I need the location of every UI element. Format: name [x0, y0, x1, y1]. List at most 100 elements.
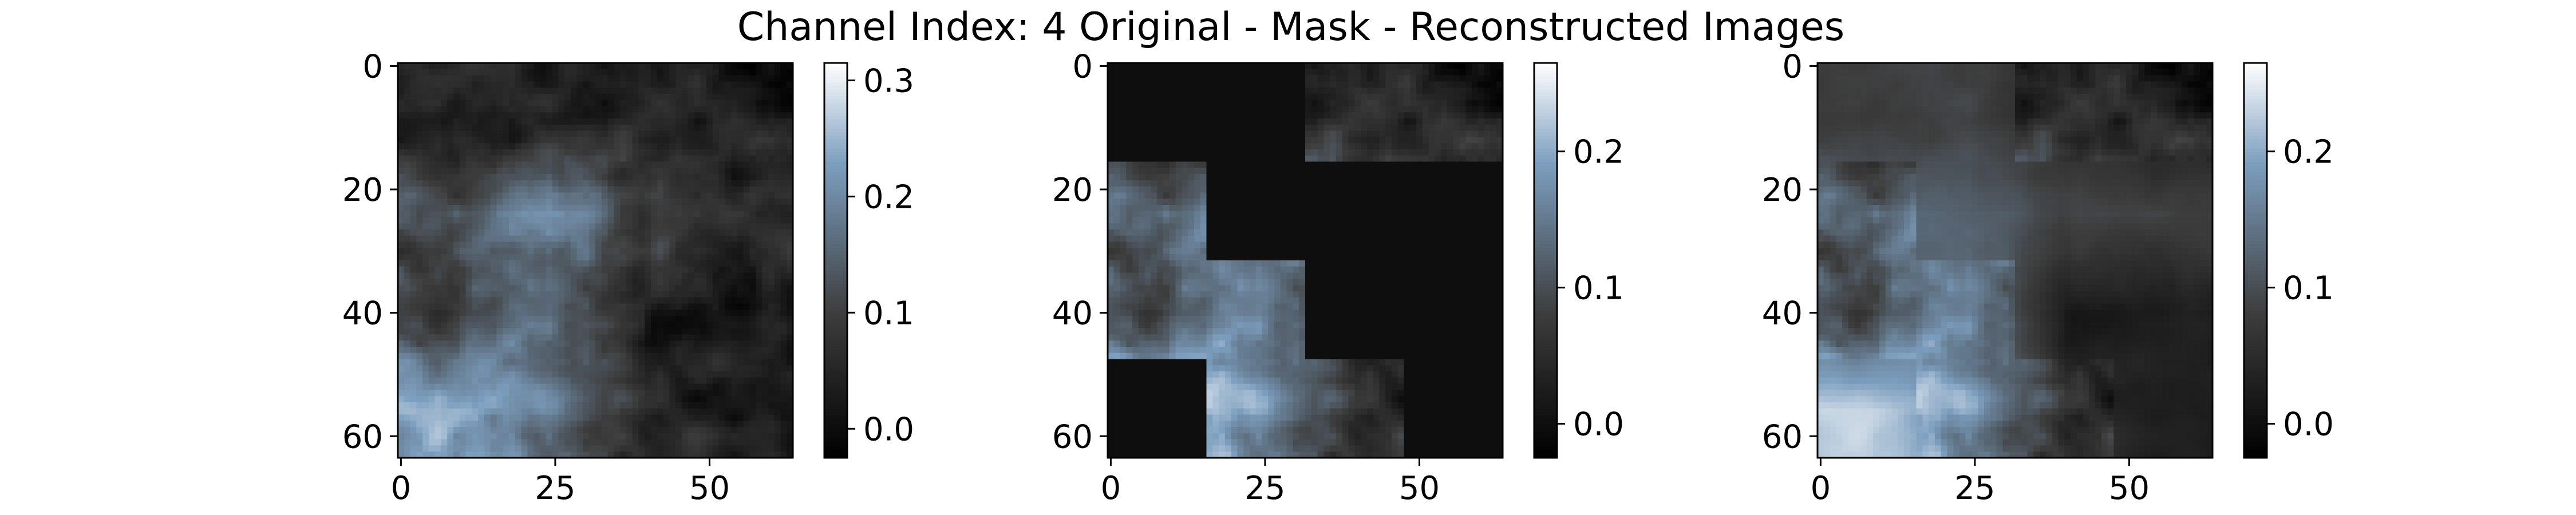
heatmap-cell [1397, 100, 1405, 107]
heatmap-cell [1268, 81, 1275, 88]
heatmap-cell [589, 266, 596, 274]
heatmap-cell [706, 106, 713, 113]
colorbar-segment [824, 434, 847, 439]
heatmap-cell [1243, 88, 1250, 94]
heatmap-cell [601, 322, 609, 329]
heatmap-cell [428, 168, 436, 175]
heatmap-cell [694, 421, 701, 427]
heatmap-cell [472, 390, 479, 397]
heatmap-cell [1132, 118, 1139, 125]
heatmap-cell [620, 451, 627, 458]
heatmap-cell [626, 69, 633, 76]
heatmap-cell [447, 211, 454, 218]
heatmap-cell [681, 322, 689, 329]
heatmap-cell [564, 346, 571, 354]
heatmap-cell [558, 421, 565, 427]
heatmap-cell [743, 408, 750, 415]
heatmap-cell [1354, 93, 1361, 101]
heatmap-cell [576, 192, 584, 199]
heatmap-cell [712, 421, 720, 427]
heatmap-cell [447, 149, 454, 156]
heatmap-cell [472, 371, 479, 378]
heatmap-cell [589, 254, 596, 261]
heatmap-cell [595, 352, 602, 360]
heatmap-cell [503, 334, 509, 341]
heatmap-cell [428, 340, 436, 347]
heatmap-cell [657, 204, 664, 212]
heatmap-cell [694, 75, 701, 82]
heatmap-cell [657, 297, 664, 304]
heatmap-cell [595, 211, 602, 218]
heatmap-cell [768, 81, 775, 88]
heatmap-cell [1138, 118, 1145, 125]
heatmap-cell [756, 180, 762, 187]
heatmap-cell [694, 328, 701, 335]
heatmap-cell [552, 155, 559, 163]
heatmap-cell [539, 204, 547, 212]
heatmap-cell [694, 235, 701, 243]
heatmap-cell [527, 414, 534, 421]
heatmap-cell [700, 149, 707, 156]
heatmap-cell [509, 235, 516, 243]
heatmap-cell [601, 316, 609, 323]
heatmap-cell [589, 180, 596, 187]
heatmap-cell [422, 328, 429, 335]
heatmap-cell [651, 223, 658, 230]
heatmap-cell [632, 371, 639, 378]
heatmap-cell [546, 106, 553, 113]
heatmap-cell [706, 130, 713, 137]
heatmap-cell [1219, 130, 1226, 137]
heatmap-cell [595, 377, 602, 385]
heatmap-cell [539, 223, 547, 230]
heatmap-cell [453, 254, 460, 261]
heatmap-cell [410, 124, 417, 132]
heatmap-cell [756, 279, 762, 286]
heatmap-cell [478, 217, 485, 224]
heatmap-cell [1144, 130, 1152, 137]
heatmap-cell [404, 93, 411, 101]
heatmap-cell [688, 433, 695, 440]
heatmap-cell [1496, 63, 1503, 70]
heatmap-cell [398, 223, 405, 230]
heatmap-cell [607, 291, 614, 298]
heatmap-cell [434, 69, 442, 76]
heatmap-cell [410, 93, 417, 101]
heatmap-cell [737, 241, 744, 249]
heatmap-cell [780, 328, 787, 335]
heatmap-cell [509, 340, 516, 347]
heatmap-cell [447, 100, 454, 107]
heatmap-cell [1361, 88, 1368, 94]
heatmap-cell [496, 130, 503, 137]
heatmap-cell [447, 229, 454, 236]
heatmap-cell [700, 408, 707, 415]
heatmap-cell [675, 451, 682, 458]
heatmap-cell [484, 192, 491, 199]
heatmap-cell [503, 322, 509, 329]
heatmap-cell [774, 365, 781, 372]
heatmap-cell [521, 130, 528, 137]
heatmap-cell [706, 396, 713, 403]
heatmap-cell [422, 266, 429, 274]
heatmap-cell [756, 69, 762, 76]
heatmap-cell [620, 328, 627, 335]
heatmap-cell [645, 124, 651, 132]
heatmap-cell [601, 427, 609, 434]
heatmap-cell [675, 174, 682, 181]
heatmap-cell [638, 241, 645, 249]
heatmap-cell [496, 451, 503, 458]
heatmap-cell [484, 303, 491, 310]
heatmap-cell [589, 217, 596, 224]
colorbar-segment [824, 408, 847, 413]
figure-title: Channel Index: 4 Original - Mask - Recon… [737, 5, 1844, 50]
heatmap-cell [1144, 112, 1152, 119]
heatmap-cell [756, 217, 762, 224]
heatmap-cell [558, 235, 565, 243]
heatmap-cell [632, 334, 639, 341]
heatmap-cell [638, 192, 645, 199]
heatmap-cell [459, 223, 467, 230]
heatmap-cell [1144, 63, 1152, 70]
heatmap-cell [663, 63, 670, 70]
heatmap-cell [552, 408, 559, 415]
heatmap-cell [632, 408, 639, 415]
heatmap-cell [1477, 81, 1485, 88]
